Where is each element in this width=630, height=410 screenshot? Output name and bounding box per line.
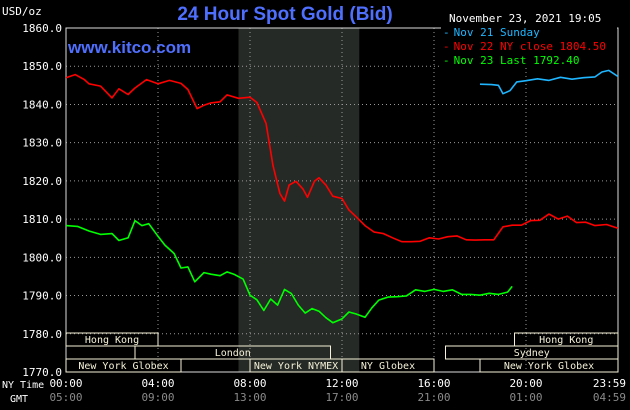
session-box xyxy=(479,358,619,373)
legend: - Nov 21 Sunday - Nov 22 NY close 1804.50 … xyxy=(441,25,617,67)
x-tick-label-gmt: 04:59 xyxy=(593,391,626,404)
y-tick-label: 1850.0 xyxy=(22,60,62,73)
session-box xyxy=(65,332,159,347)
session-box xyxy=(134,345,331,360)
x-tick-label-ny: 12:00 xyxy=(325,377,358,390)
x-tick-label-ny: 23:59 xyxy=(593,377,626,390)
session-label: Sydney xyxy=(514,348,550,359)
legend-entry-prev-close: - Nov 22 NY close 1804.50 xyxy=(443,40,606,53)
legend-entry-last: - Nov 23 Last 1792.40 xyxy=(443,54,579,67)
legend-marker-last: - xyxy=(443,54,450,67)
y-tick-label: 1790.0 xyxy=(22,290,62,303)
y-tick-label: 1830.0 xyxy=(22,137,62,150)
site-watermark: www.kitco.com xyxy=(68,38,192,57)
x-tick-label-ny: 04:00 xyxy=(141,377,174,390)
x-tick-label-gmt: 01:00 xyxy=(509,391,542,404)
series-line-1 xyxy=(65,73,619,243)
x-tick-label-ny: 08:00 xyxy=(233,377,266,390)
legend-entry-sunday: - Nov 21 Sunday xyxy=(443,26,540,39)
session-highlight-band xyxy=(238,28,360,372)
legend-label-sunday: Nov 21 Sunday xyxy=(453,26,540,39)
x-row-label-gmt: GMT xyxy=(10,394,29,405)
x-tick-label-gmt: 09:00 xyxy=(141,391,174,404)
series-line-2 xyxy=(65,219,513,324)
session-box xyxy=(65,358,182,373)
series-line-0 xyxy=(479,69,619,95)
chart-timestamp: November 23, 2021 19:05 xyxy=(449,12,602,25)
session-label: New York NYMEX xyxy=(254,361,338,372)
y-tick-label: 1840.0 xyxy=(22,98,62,111)
y-tick-label: 1770.0 xyxy=(22,366,62,379)
legend-marker-sunday: - xyxy=(443,26,450,39)
y-tick-label: 1820.0 xyxy=(22,175,62,188)
y-tick-label: 1780.0 xyxy=(22,328,62,341)
chart-title: 24 Hour Spot Gold (Bid) xyxy=(177,4,393,25)
x-tick-label-gmt: 13:00 xyxy=(233,391,266,404)
legend-marker-prev-close: - xyxy=(443,40,450,53)
x-tick-label-ny: 00:00 xyxy=(49,377,82,390)
x-tick-label-gmt: 05:00 xyxy=(49,391,82,404)
session-label: New York Globex xyxy=(78,361,168,372)
y-tick-label: 1860.0 xyxy=(22,22,62,35)
session-label: Hong Kong xyxy=(539,335,593,346)
session-label: London xyxy=(215,348,251,359)
legend-label-last: Nov 23 Last 1792.40 xyxy=(453,54,580,67)
session-box xyxy=(341,358,435,373)
session-label: Hong Kong xyxy=(85,335,139,346)
y-tick-label: 1800.0 xyxy=(22,251,62,264)
x-row-label-ny-time: NY Time xyxy=(2,380,45,391)
x-tick-label-gmt: 21:00 xyxy=(417,391,450,404)
y-tick-label: 1810.0 xyxy=(22,213,62,226)
legend-label-prev-close: Nov 22 NY close 1804.50 xyxy=(453,40,606,53)
session-label: New York Globex xyxy=(504,361,594,372)
x-tick-label-ny: 16:00 xyxy=(417,377,450,390)
x-tick-label-gmt: 17:00 xyxy=(325,391,358,404)
session-label: NY Globex xyxy=(361,361,415,372)
y-axis-unit-label: USD/oz xyxy=(2,5,42,18)
x-tick-label-ny: 20:00 xyxy=(509,377,542,390)
